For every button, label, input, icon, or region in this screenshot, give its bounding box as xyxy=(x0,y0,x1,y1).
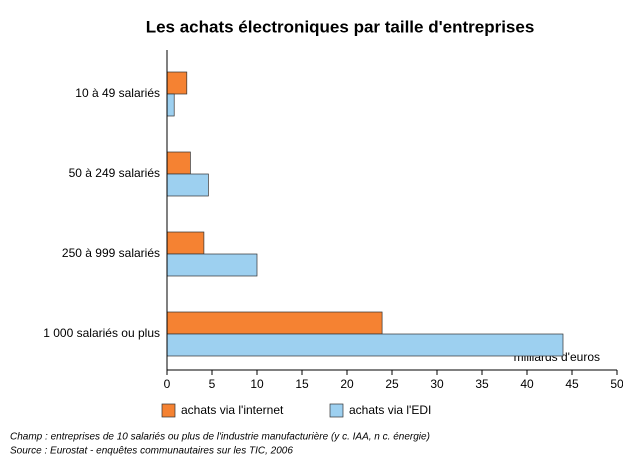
x-tick-label: 20 xyxy=(340,377,354,391)
bar xyxy=(166,333,564,357)
y-tick-label: 50 à 249 salariés xyxy=(69,166,160,180)
y-tick-label: 1 000 salariés ou plus xyxy=(43,326,160,340)
x-tick-label: 5 xyxy=(209,377,216,391)
bar xyxy=(166,93,175,117)
bar xyxy=(166,231,205,255)
x-tick-label: 25 xyxy=(385,377,399,391)
x-tick-label: 0 xyxy=(164,377,171,391)
x-tick-label: 10 xyxy=(250,377,264,391)
bar xyxy=(166,151,191,175)
legend-swatch xyxy=(161,403,176,418)
note: Champ : entreprises de 10 salariés ou pl… xyxy=(10,432,430,443)
note: Source : Eurostat - enquêtes communautai… xyxy=(10,446,293,457)
x-tick-label: 45 xyxy=(565,377,579,391)
bar xyxy=(166,253,258,277)
legend-swatch xyxy=(329,403,344,418)
bar xyxy=(166,311,383,335)
legend-label: achats via l'internet xyxy=(181,403,284,417)
x-tick-label: 50 xyxy=(610,377,623,391)
y-tick-label: 250 à 999 salariés xyxy=(62,246,160,260)
chart-title: Les achats électroniques par taille d'en… xyxy=(146,17,535,36)
x-tick-label: 15 xyxy=(295,377,309,391)
y-tick-label: 10 à 49 salariés xyxy=(75,86,160,100)
bar xyxy=(166,71,188,95)
x-tick-label: 30 xyxy=(430,377,444,391)
x-tick-label: 40 xyxy=(520,377,534,391)
bar xyxy=(166,173,209,197)
legend-label: achats via l'EDI xyxy=(349,403,431,417)
x-tick-label: 35 xyxy=(475,377,489,391)
